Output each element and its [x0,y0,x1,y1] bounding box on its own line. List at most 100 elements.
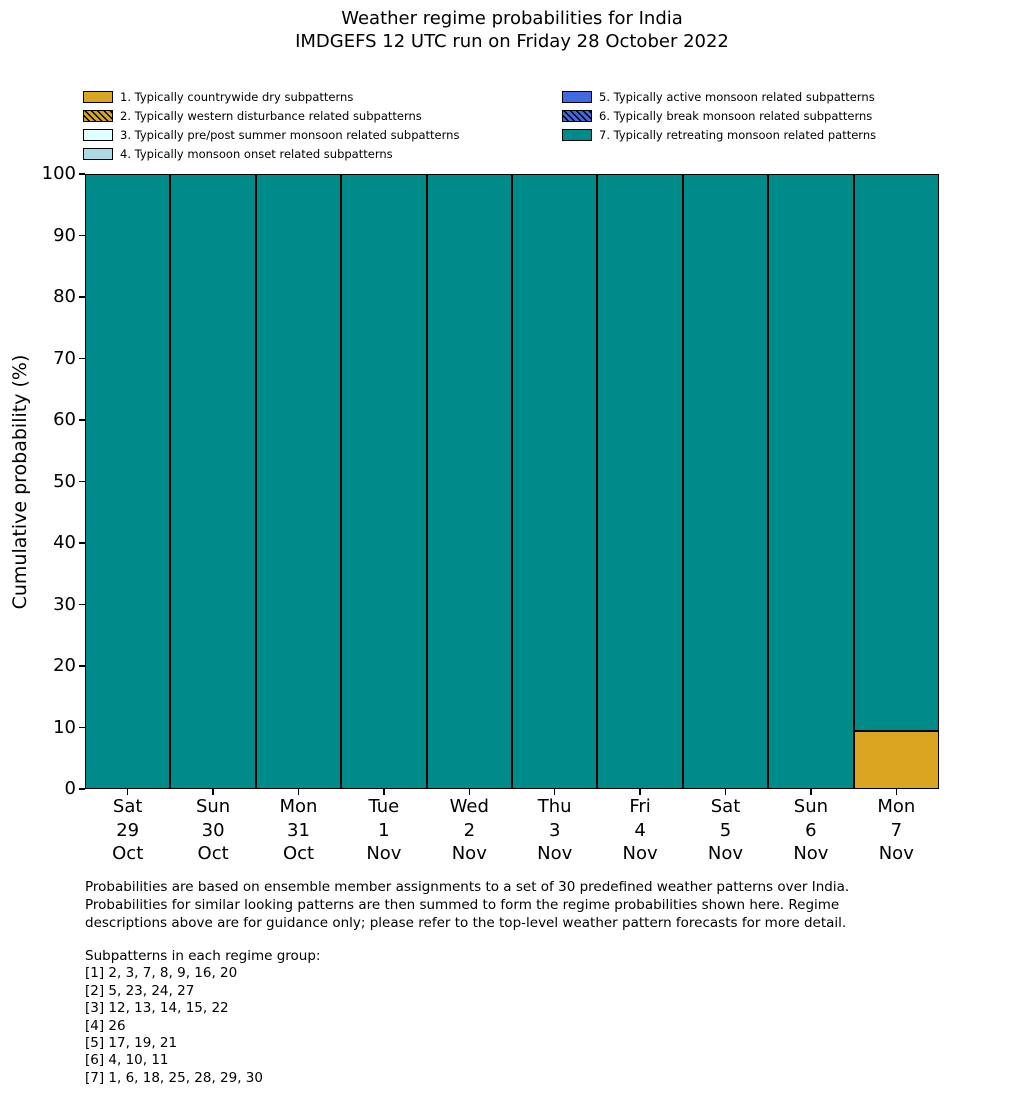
x-tick-label-line: Sat [710,796,741,817]
bar-column [512,174,598,789]
x-tick-mark [212,789,214,795]
chart-subtitle: IMDGEFS 12 UTC run on Friday 28 October … [295,31,729,52]
x-tick-mark [468,789,470,795]
x-tick-label-line: 30 [201,819,225,841]
subpatterns-heading: Subpatterns in each regime group: [85,948,321,964]
y-tick-label: 80 [53,286,76,307]
x-tick-label-line: 5 [719,819,732,841]
footer-paragraph-line: descriptions above are for guidance only… [85,915,847,931]
x-tick-label-line: Thu [537,796,572,817]
y-tick-label: 50 [53,470,76,492]
legend-swatch [83,148,113,161]
bar-segment-regime-1 [853,730,939,789]
footer-paragraph-line: Probabilities for similar looking patter… [85,897,840,913]
bar-column [853,174,939,789]
x-tick-label: Wed 2 Nov [409,795,529,866]
x-tick-label: Sat 29 Oct [68,795,188,866]
x-tick-label: Thu 3 Nov [495,795,615,866]
x-tick-label-line: Nov [451,843,487,864]
y-tick-label: 0 [64,778,76,799]
legend-swatch-hatched [562,109,592,122]
legend-item: 2. Typically western disturbance related… [83,109,422,123]
x-tick-label: Mon 31 Oct [239,795,359,866]
y-tick-label: 30 [53,593,76,615]
x-tick-label: Sat 5 Nov [666,795,786,866]
x-tick-label: Mon 7 Nov [836,795,956,866]
y-tick-mark [79,542,85,544]
bar-segment-regime-7 [255,174,342,789]
x-tick-label-line: Sun [195,796,231,817]
bar-column [341,174,427,789]
x-tick-mark [127,789,129,795]
x-tick-label-line: Nov [707,843,744,864]
bar-segment-regime-7 [597,174,683,789]
x-tick-label-line: Nov [793,843,829,864]
legend-item: 3. Typically pre/post summer monsoon rel… [83,128,459,142]
subpattern-line: [7] 1, 6, 18, 25, 28, 29, 30 [85,1069,263,1086]
legend-swatch [83,90,113,103]
bar-column [597,174,683,789]
y-tick-mark [79,480,85,483]
legend-item-label: 2. Typically western disturbance related… [120,108,422,123]
bar-segment-regime-7 [853,174,939,731]
legend-item: 4. Typically monsoon onset related subpa… [83,147,393,161]
x-tick-label-line: 4 [634,819,646,841]
y-tick-mark [79,419,85,421]
subpattern-line: [5] 17, 19, 21 [85,1035,178,1052]
footer-paragraph: Probabilities are based on ensemble memb… [85,878,849,932]
x-tick-label-line: Oct [112,843,144,864]
x-tick-mark [724,789,727,795]
bar-column [255,174,342,789]
x-tick-label-line: Mon [279,796,318,817]
x-tick-label-line: 3 [548,819,561,841]
legend-item: 7. Typically retreating monsoon related … [562,128,876,142]
x-tick-label-line: 1 [378,819,390,841]
legend-item-label: 4. Typically monsoon onset related subpa… [120,147,393,162]
bar-segment-regime-7 [682,174,769,789]
x-tick-mark [639,789,641,795]
x-tick-label-line: 6 [805,819,817,841]
x-tick-label-line: Oct [197,843,229,864]
bar-column [682,174,769,789]
subpattern-line: [6] 4, 10, 11 [85,1052,169,1069]
bar-segment-regime-7 [85,174,171,789]
x-tick-label-line: Fri [629,796,651,817]
x-tick-label-line: Nov [878,843,914,864]
x-tick-label-line: Nov [622,843,658,864]
x-tick-mark [297,789,300,795]
x-tick-label-line: Nov [537,843,573,864]
bar-column [170,174,256,789]
bar-segment-regime-7 [768,174,854,789]
y-tick-mark [79,726,85,729]
footer-paragraph-line: Probabilities are based on ensemble memb… [85,879,850,895]
x-tick-label: Tue 1 Nov [324,795,444,866]
y-tick-label: 90 [53,224,76,246]
subpattern-line: [2] 5, 23, 24, 27 [85,982,195,999]
legend-item-label: 1. Typically countrywide dry subpatterns [120,89,354,104]
subpatterns-block: Subpatterns in each regime group: [1] 2,… [85,948,320,1087]
x-tick-label-line: Wed [449,796,489,817]
subpattern-line: [1] 2, 3, 7, 8, 9, 16, 20 [85,965,238,982]
x-tick-label-line: 31 [287,819,310,841]
x-tick-label: Sun 6 Nov [751,795,871,866]
y-tick-mark [79,665,85,667]
y-tick-mark [79,603,85,606]
x-tick-label-line: Nov [366,843,402,864]
x-tick-label-line: Mon [877,796,916,817]
legend-item-label: 6. Typically break monsoon related subpa… [599,108,873,123]
subpattern-line: [4] 26 [85,1017,126,1034]
x-tick-mark [554,789,556,795]
x-tick-label-line: 2 [463,819,476,841]
bar-column [426,174,512,789]
legend-item: 5. Typically active monsoon related subp… [562,90,875,104]
x-tick-label: Sun 30 Oct [153,795,273,866]
y-tick-label: 100 [41,163,76,184]
y-tick-mark [79,296,85,298]
legend-swatch [562,90,592,103]
plot-area [85,174,939,789]
y-tick-mark [79,788,85,790]
bar-segment-regime-7 [170,174,256,789]
x-tick-label-line: Oct [282,843,315,864]
x-tick-label-line: Tue [368,796,400,817]
y-tick-label: 10 [53,716,76,738]
